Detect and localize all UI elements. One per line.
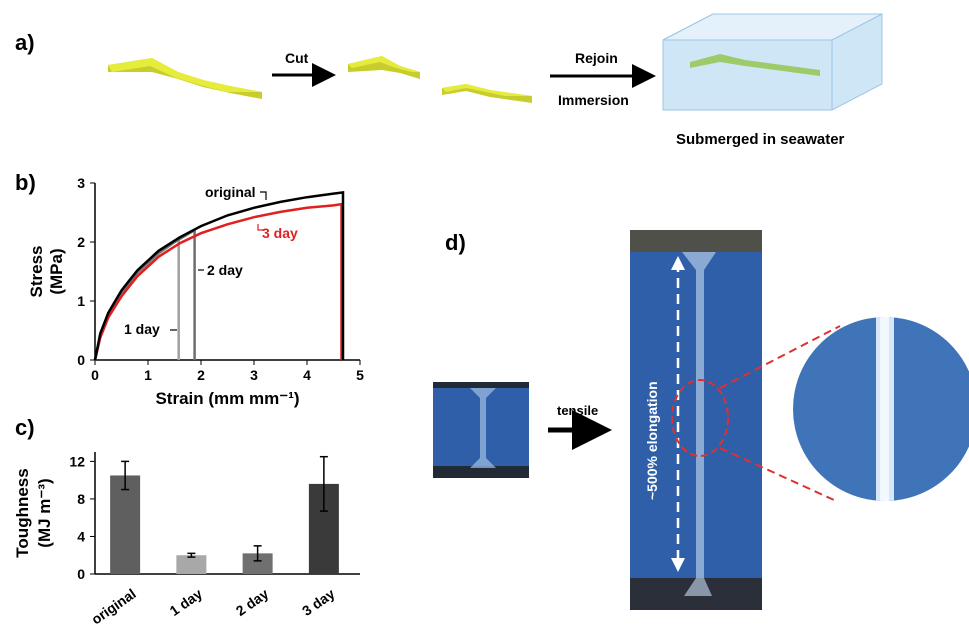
specimen-intact (108, 58, 262, 99)
specimen-photo-stretched: ~500% elongation (630, 230, 762, 610)
y-tick-label: 3 (77, 175, 85, 191)
zoom-line-bottom (719, 447, 835, 501)
bar-2-day (242, 553, 273, 574)
x-tick-label: 0 (91, 367, 99, 383)
panel-label-c: c) (15, 415, 35, 440)
specimen-photo-before (433, 382, 529, 478)
series-line-3-day (93, 202, 343, 361)
series-line-original (93, 190, 345, 361)
y-axis-title-line2: (MJ m⁻³) (35, 478, 54, 547)
y-tick-label: 0 (77, 566, 85, 582)
x-tick-label: 1 day (167, 585, 206, 619)
annotation-2-day: 2 day (207, 262, 243, 278)
immersion-label: Immersion (558, 92, 629, 108)
x-tick-label: 4 (303, 367, 311, 383)
specimen-half-right (442, 84, 532, 103)
x-tick-label: 5 (356, 367, 364, 383)
x-axis-title: Strain (mm mm⁻¹) (155, 389, 299, 408)
x-tick-label: original (88, 585, 139, 627)
x-tick-label: 2 day (233, 585, 272, 619)
elongation-label: ~500% elongation (644, 381, 660, 500)
submerged-label: Submerged in seawater (676, 131, 845, 148)
bar-original (110, 475, 141, 574)
x-tick-label: 3 (250, 367, 258, 383)
y-tick-label: 0 (77, 352, 85, 368)
y-axis-title-line2: (MPa) (47, 248, 66, 294)
specimen-half-left (348, 56, 420, 79)
x-tick-label: 1 (144, 367, 152, 383)
y-axis-title-line1: Toughness (13, 468, 32, 557)
panel-label-b: b) (15, 170, 36, 195)
annotation-1-day: 1 day (124, 321, 160, 337)
zoom-line-top (719, 325, 841, 389)
panel-label-a: a) (15, 30, 35, 55)
rejoin-label: Rejoin (575, 50, 618, 66)
y-tick-label: 2 (77, 234, 85, 250)
annotation-original: original (205, 184, 256, 200)
x-tick-label: 2 (197, 367, 205, 383)
y-tick-label: 1 (77, 293, 85, 309)
y-tick-label: 12 (69, 453, 85, 469)
x-tick-label: 3 day (299, 585, 338, 619)
cut-label: Cut (285, 50, 309, 66)
bar-1-day (176, 555, 207, 574)
y-tick-label: 4 (77, 528, 85, 544)
annotation-3-day: 3 day (262, 225, 298, 241)
seawater-tank (662, 13, 883, 111)
y-axis-title-line1: Stress (27, 246, 46, 298)
zoom-circle (793, 317, 969, 501)
y-tick-label: 8 (77, 491, 85, 507)
panel-label-d: d) (445, 230, 466, 255)
annotation-3-day-leader (257, 224, 264, 231)
annotation-original-leader (260, 191, 267, 200)
